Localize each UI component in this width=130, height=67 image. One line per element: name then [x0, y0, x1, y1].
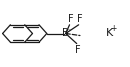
Text: F: F — [77, 14, 83, 24]
Text: +: + — [110, 24, 117, 33]
Text: ⁻: ⁻ — [67, 27, 71, 36]
Text: B: B — [62, 28, 69, 39]
Text: F: F — [68, 14, 74, 24]
Text: K: K — [106, 28, 113, 39]
Text: F: F — [75, 45, 81, 55]
